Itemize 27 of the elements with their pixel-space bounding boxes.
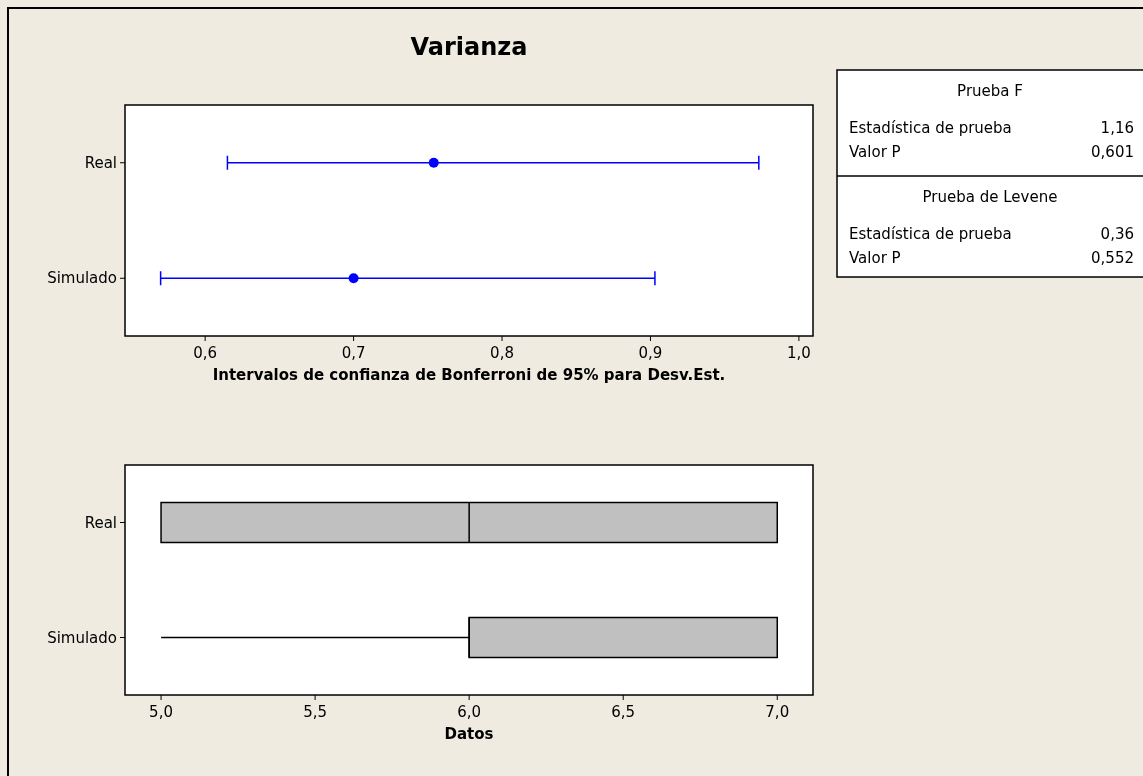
chart-title: Varianza bbox=[410, 33, 528, 61]
x-tick-label: 0,8 bbox=[490, 344, 514, 362]
text: Estadística de prueba bbox=[849, 225, 1012, 243]
x-tick-label: 0,6 bbox=[193, 344, 218, 362]
x-tick-label: 6,5 bbox=[611, 703, 636, 721]
x-axis-title: Intervalos de confianza de Bonferroni de 95% para Desv.Est. bbox=[212, 366, 726, 384]
text: 0,552 bbox=[1091, 249, 1134, 267]
y-tick-label: Real bbox=[84, 153, 117, 172]
x-tick-label: 7,0 bbox=[765, 703, 790, 721]
text: 1,16 bbox=[1100, 119, 1134, 137]
text: Valor P bbox=[849, 249, 901, 267]
text: Estadística de prueba bbox=[849, 119, 1012, 137]
x-tick-label: 5,0 bbox=[149, 703, 173, 721]
y-tick-label: Simulado bbox=[47, 628, 117, 647]
text: Valor P bbox=[849, 143, 901, 161]
x-tick-label: 0,9 bbox=[638, 344, 663, 362]
text: 0,601 bbox=[1091, 143, 1134, 161]
text: Prueba F bbox=[957, 82, 1023, 100]
x-tick-label: 6,0 bbox=[457, 703, 482, 721]
text: Prueba de Levene bbox=[922, 188, 1058, 206]
x-tick-label: 1,0 bbox=[786, 344, 811, 362]
text: 0,36 bbox=[1100, 225, 1134, 243]
x-axis-title: Datos bbox=[444, 725, 494, 743]
y-tick-label: Real bbox=[84, 513, 117, 532]
y-tick-label: Simulado bbox=[47, 269, 117, 288]
x-tick-label: 0,7 bbox=[341, 344, 366, 362]
x-tick-label: 5,5 bbox=[303, 703, 328, 721]
